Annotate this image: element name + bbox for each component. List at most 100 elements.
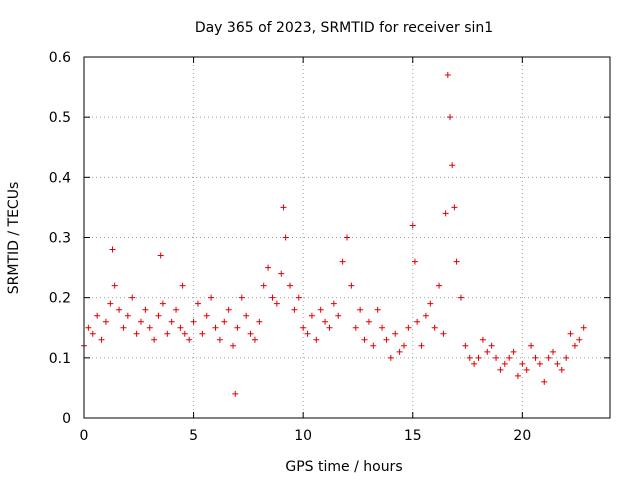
data-point [558, 366, 565, 373]
data-point [475, 354, 482, 361]
data-point [370, 342, 377, 349]
data-point [554, 360, 561, 367]
data-point [576, 336, 583, 343]
data-point [580, 324, 587, 331]
data-point [442, 210, 449, 217]
data-point [352, 324, 359, 331]
data-point [238, 294, 245, 301]
data-point [431, 324, 438, 331]
data-point [295, 294, 302, 301]
data-point [326, 324, 333, 331]
data-point [230, 342, 237, 349]
data-point [414, 318, 421, 325]
data-point [212, 324, 219, 331]
data-point [221, 318, 228, 325]
y-tick-label: 0.1 [49, 351, 71, 367]
data-point [411, 258, 418, 265]
data-point [440, 330, 447, 337]
data-point [457, 294, 464, 301]
data-point [282, 234, 289, 241]
data-point [107, 300, 114, 307]
x-tick-label: 0 [80, 428, 89, 444]
data-point [466, 354, 473, 361]
y-tick-label: 0.4 [49, 170, 71, 186]
data-point [120, 324, 127, 331]
data-point [186, 336, 193, 343]
data-point [280, 204, 287, 211]
data-point [260, 282, 267, 289]
data-point [98, 336, 105, 343]
data-point [444, 72, 451, 79]
data-point [151, 336, 158, 343]
y-tick-label: 0.2 [49, 291, 71, 307]
data-point [541, 378, 548, 385]
data-point [514, 372, 521, 379]
data-point [308, 312, 315, 319]
data-point [418, 342, 425, 349]
y-tick-label: 0.5 [49, 110, 71, 126]
data-point [179, 282, 186, 289]
data-point [313, 336, 320, 343]
data-point [322, 318, 329, 325]
data-point [387, 354, 394, 361]
data-point [422, 312, 429, 319]
data-point [102, 318, 109, 325]
data-point [449, 162, 456, 169]
y-tick-label: 0.3 [49, 231, 71, 247]
y-axis-title: SRMTID / TECUs [6, 182, 22, 295]
data-point [510, 348, 517, 355]
data-point [374, 306, 381, 313]
data-point [357, 306, 364, 313]
chart-title: Day 365 of 2023, SRMTID for receiver sin… [195, 20, 493, 36]
data-point [269, 294, 276, 301]
data-point [194, 300, 201, 307]
data-point [137, 318, 144, 325]
data-point [451, 204, 458, 211]
x-tick-label: 20 [513, 428, 531, 444]
data-point [265, 264, 272, 271]
data-point [109, 246, 116, 253]
x-axis-title: GPS time / hours [285, 459, 402, 475]
data-point [506, 354, 513, 361]
data-point [287, 282, 294, 289]
data-point [427, 300, 434, 307]
data-point [471, 360, 478, 367]
data-point [400, 342, 407, 349]
data-point [232, 390, 239, 397]
data-point [479, 336, 486, 343]
data-point [317, 306, 324, 313]
data-point [361, 336, 368, 343]
data-point [344, 234, 350, 241]
data-point [124, 312, 131, 319]
data-point [383, 336, 390, 343]
data-point [243, 312, 250, 319]
data-point [365, 318, 372, 325]
data-point [89, 330, 96, 337]
x-tick-label: 5 [189, 428, 198, 444]
data-point [111, 282, 118, 289]
data-point [177, 324, 184, 331]
data-point [155, 312, 162, 319]
data-point [532, 354, 539, 361]
data-point [256, 318, 263, 325]
data-point [85, 324, 92, 331]
data-point [181, 330, 188, 337]
data-point [164, 330, 171, 337]
data-point [497, 366, 504, 373]
data-point [159, 300, 166, 307]
data-point [234, 324, 241, 331]
data-point [225, 306, 232, 313]
data-point [396, 348, 403, 355]
x-tick-label: 10 [294, 428, 312, 444]
data-point [129, 294, 136, 301]
data-point [304, 330, 311, 337]
data-point [216, 336, 223, 343]
data-point [536, 360, 543, 367]
data-point [300, 324, 307, 331]
data-point [488, 342, 495, 349]
data-point [190, 318, 197, 325]
ticks-layer: 0 5 10 15 20 0 0.1 0.2 0.3 0.4 0.5 0.6 [49, 50, 610, 444]
data-point [501, 360, 508, 367]
data-point [348, 282, 355, 289]
